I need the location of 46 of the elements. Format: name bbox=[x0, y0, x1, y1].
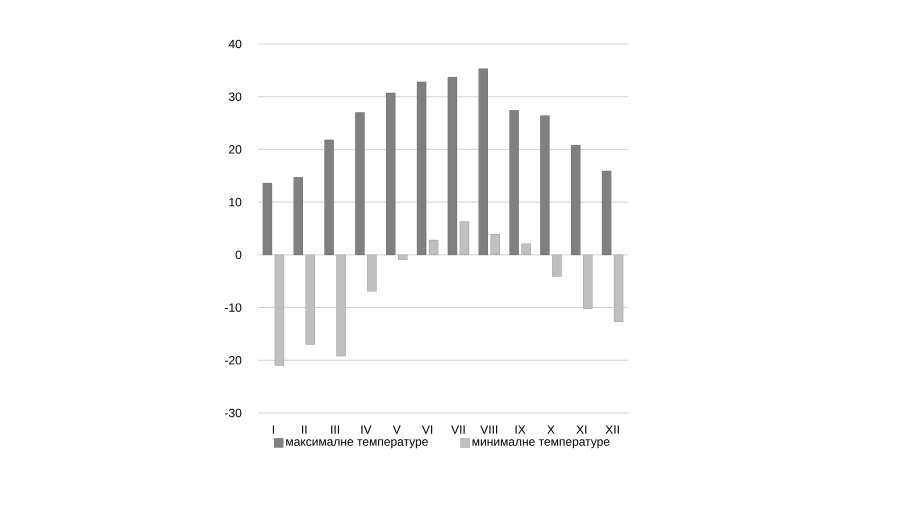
y-tick-label: 30 bbox=[228, 92, 242, 101]
x-tick-label: XI bbox=[576, 425, 586, 434]
bar bbox=[262, 182, 272, 256]
x-tick-label: VI bbox=[422, 425, 432, 434]
bar bbox=[571, 145, 580, 256]
bar bbox=[367, 254, 377, 292]
bar bbox=[386, 92, 396, 256]
x-tick-label: IX bbox=[516, 425, 526, 434]
bar bbox=[324, 140, 334, 256]
bar bbox=[583, 254, 592, 309]
bar bbox=[428, 240, 438, 256]
bar bbox=[602, 170, 612, 256]
x-tick-label: VIII bbox=[480, 425, 498, 434]
x-tick-label: VII bbox=[451, 425, 465, 434]
bar bbox=[540, 115, 550, 256]
x-tick-label: III bbox=[331, 425, 339, 434]
x-tick-label: XII bbox=[606, 425, 619, 434]
bar bbox=[460, 221, 470, 256]
y-tick-label: 0 bbox=[236, 250, 242, 260]
bar bbox=[336, 254, 346, 356]
legend-label: минималне температуре bbox=[472, 439, 610, 448]
bar bbox=[614, 254, 624, 322]
bar bbox=[306, 254, 315, 345]
x-tick-label: II bbox=[302, 425, 306, 434]
bar bbox=[490, 234, 500, 256]
bar bbox=[355, 112, 365, 256]
bar bbox=[552, 254, 562, 277]
y-tick-label: -30 bbox=[225, 408, 242, 418]
x-tick-label: I bbox=[272, 425, 274, 434]
bar bbox=[398, 254, 408, 260]
x-tick-label: X bbox=[547, 425, 555, 434]
bar bbox=[521, 244, 531, 256]
bar bbox=[478, 68, 488, 256]
y-tick-label: 20 bbox=[229, 145, 242, 154]
bar bbox=[294, 177, 303, 256]
x-tick-label: V bbox=[392, 425, 401, 434]
x-tick-label: IV bbox=[361, 425, 372, 434]
bar bbox=[416, 82, 426, 256]
y-tick-label: -20 bbox=[225, 356, 242, 365]
y-tick-label: 40 bbox=[228, 40, 242, 48]
legend-label: максималне температуре bbox=[286, 439, 428, 448]
y-tick-label: -10 bbox=[225, 303, 242, 312]
bar bbox=[274, 254, 284, 366]
bar bbox=[509, 110, 519, 256]
bar bbox=[448, 77, 458, 256]
y-tick-label: 10 bbox=[229, 198, 242, 206]
